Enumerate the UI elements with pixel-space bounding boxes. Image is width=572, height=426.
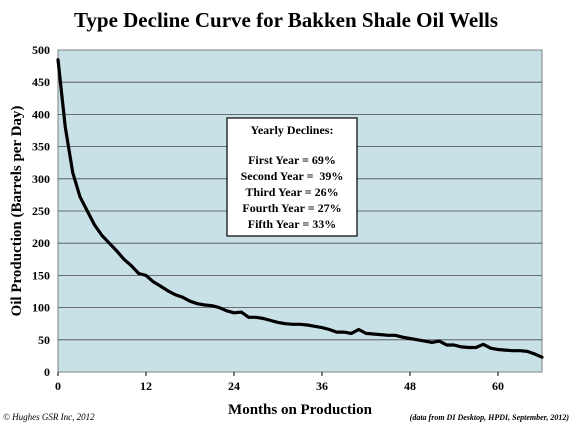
y-tick-label: 50 (38, 333, 50, 347)
y-tick-label: 250 (32, 204, 50, 218)
annotation-line: Second Year = 39% (241, 169, 344, 183)
y-tick-label: 300 (32, 172, 50, 186)
annotation-title: Yearly Declines: (251, 123, 334, 137)
y-tick-label: 150 (32, 268, 50, 282)
y-tick-label: 500 (32, 43, 50, 57)
y-axis-label: Oil Production (Barrels per Day) (9, 106, 25, 317)
copyright-footer: © Hughes GSR Inc, 2012 (3, 412, 95, 422)
x-tick-label: 24 (228, 379, 240, 393)
annotation-line: Fourth Year = 27% (242, 201, 341, 215)
y-tick-label: 0 (44, 365, 50, 379)
annotation-line: Third Year = 26% (245, 185, 338, 199)
annotation-line: Fifth Year = 33% (248, 217, 337, 231)
decline-curve-line (56, 58, 544, 359)
chart-title: Type Decline Curve for Bakken Shale Oil … (74, 8, 498, 32)
y-tick-label: 100 (32, 301, 50, 315)
x-tick-label: 48 (404, 379, 416, 393)
y-tick-label: 350 (32, 140, 50, 154)
x-axis-label: Months on Production (228, 402, 373, 418)
y-tick-labels: 0 50 100 150 200 250 300 350 400 450 500 (32, 43, 50, 379)
x-tick-label: 12 (140, 379, 152, 393)
y-tick-label: 200 (32, 236, 50, 250)
annotation-box: Yearly Declines: First Year = 69% Second… (226, 117, 358, 237)
y-tick-label: 450 (32, 75, 50, 89)
x-tick-label: 0 (55, 379, 61, 393)
x-tick-label: 36 (316, 379, 328, 393)
x-tick-label: 60 (492, 379, 504, 393)
x-tick-labels: 0 12 24 36 48 60 (55, 379, 504, 393)
annotation-line: First Year = 69% (248, 153, 336, 167)
y-tick-label: 400 (32, 107, 50, 121)
source-footer: (data from DI Desktop, HPDI, September, … (410, 413, 570, 422)
